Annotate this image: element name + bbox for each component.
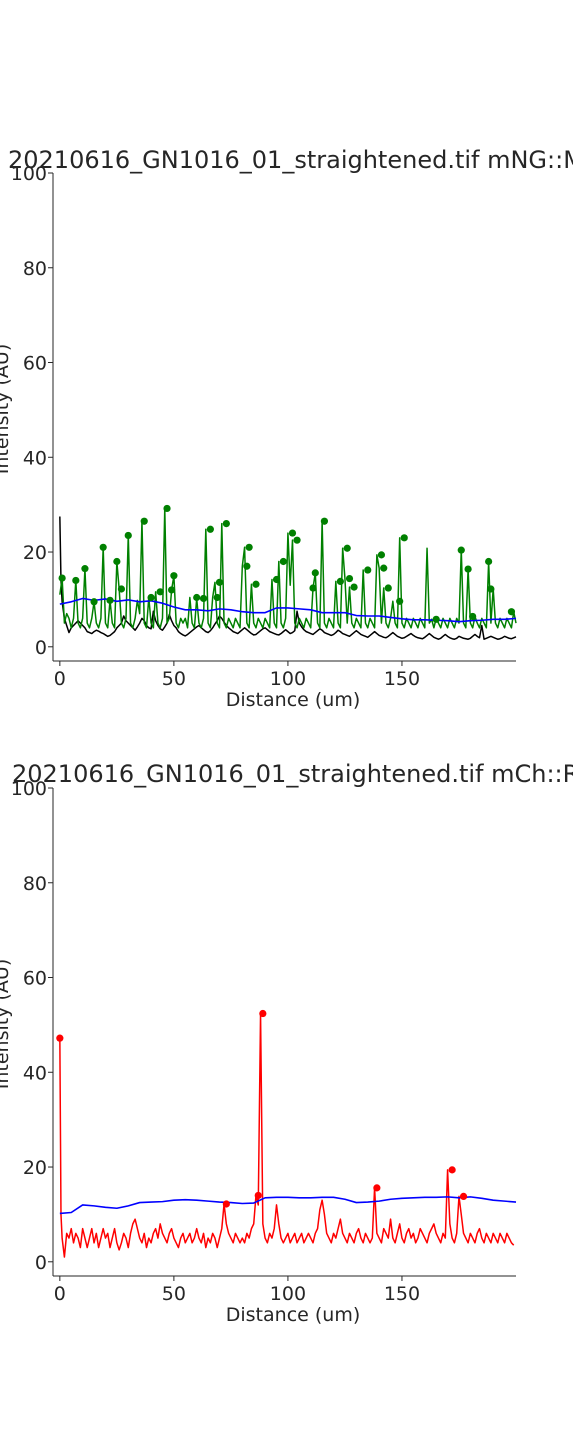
y-tick-label: 60: [23, 968, 47, 990]
peak-point: [485, 557, 493, 566]
peak-point: [199, 594, 208, 603]
peak-point: [90, 598, 98, 606]
peak-point: [396, 597, 404, 605]
y-tick-label: 20: [23, 1157, 47, 1179]
y-tick-label: 100: [11, 778, 47, 800]
peak-point: [448, 1166, 456, 1174]
y-tick-label: 100: [11, 163, 47, 185]
series-threshold-line: [59, 1196, 517, 1215]
series-signal-line: [59, 1012, 515, 1258]
y-axis-label: Intensity (AU): [0, 959, 13, 1089]
peak-point: [507, 608, 516, 616]
peak-point: [469, 612, 477, 621]
peak-point: [400, 534, 408, 542]
y-tick-label: 80: [23, 873, 47, 895]
y-tick-label: 0: [35, 1252, 47, 1274]
peak-point: [206, 525, 214, 533]
chart-panel-bottom: 20210616_GN1016_01_straightened.tif mCh:…: [0, 760, 573, 1326]
x-tick-label: 50: [162, 1283, 186, 1305]
peak-point: [222, 1200, 230, 1208]
peak-point: [168, 586, 176, 594]
peak-point: [432, 615, 440, 623]
y-tick-label: 0: [35, 637, 47, 659]
x-tick-label: 0: [54, 1283, 66, 1305]
peak-point: [156, 588, 164, 596]
peak-point: [384, 584, 392, 592]
peak-point: [345, 574, 354, 583]
peak-point: [140, 517, 148, 525]
peak-point: [311, 569, 319, 577]
series-signal-line: [59, 507, 517, 629]
peak-point: [377, 551, 386, 559]
series-peaks: [56, 1009, 468, 1208]
peak-point: [117, 585, 126, 593]
peak-point: [373, 1184, 381, 1192]
peak-point: [457, 546, 465, 554]
peak-point: [58, 574, 66, 582]
peak-point: [245, 543, 253, 551]
x-tick-label: 150: [384, 668, 420, 690]
peak-point: [56, 1034, 64, 1042]
peak-point: [279, 557, 287, 566]
peak-point: [72, 576, 80, 585]
series-background-line: [59, 516, 517, 640]
y-tick-label: 40: [23, 447, 47, 469]
peak-point: [222, 520, 230, 528]
peak-point: [163, 504, 171, 513]
x-tick-label: 100: [270, 1283, 306, 1305]
x-tick-label: 0: [54, 668, 66, 690]
peak-point: [487, 585, 495, 593]
peak-point: [193, 593, 201, 602]
peak-point: [350, 583, 358, 591]
peak-point: [252, 580, 260, 588]
peak-point: [343, 544, 351, 552]
chart-title: 20210616_GN1016_01_straightened.tif mCh:…: [12, 760, 573, 788]
peak-point: [309, 584, 317, 592]
series-threshold-line: [59, 597, 517, 623]
x-tick-label: 100: [270, 668, 306, 690]
peak-point: [459, 1192, 468, 1201]
peak-point: [380, 564, 388, 572]
peak-point: [293, 536, 301, 544]
x-axis-label: Distance (um): [226, 1304, 361, 1326]
peak-point: [81, 565, 89, 573]
peak-point: [336, 577, 344, 586]
y-axis-label: Intensity (AU): [0, 344, 13, 474]
peak-point: [124, 531, 132, 540]
peak-point: [259, 1009, 267, 1018]
peak-point: [213, 593, 221, 602]
peak-point: [254, 1191, 262, 1200]
peak-point: [99, 543, 107, 551]
chart-panel-top: 20210616_GN1016_01_straightened.tif mNG:…: [0, 146, 573, 711]
series-peaks: [58, 504, 516, 623]
peak-point: [364, 566, 372, 574]
x-tick-label: 150: [384, 1283, 420, 1305]
peak-point: [147, 593, 155, 602]
x-tick-label: 50: [162, 668, 186, 690]
y-tick-label: 40: [23, 1062, 47, 1084]
y-tick-label: 20: [23, 542, 47, 564]
peak-point: [243, 562, 251, 570]
axis-ticks: 0 20 40 60 80 100 0 50 100 150: [11, 163, 420, 690]
chart-title: 20210616_GN1016_01_straightened.tif mNG:…: [8, 146, 573, 174]
peak-point: [215, 578, 224, 586]
x-axis-label: Distance (um): [226, 689, 361, 711]
axis-ticks: 0 20 40 60 80 100 0 50 100 150: [11, 778, 420, 1305]
y-tick-label: 60: [23, 353, 47, 375]
peak-point: [272, 575, 281, 584]
peak-point: [170, 572, 178, 580]
peak-point: [320, 517, 329, 525]
peak-point: [288, 529, 297, 537]
y-tick-label: 80: [23, 258, 47, 280]
peak-point: [106, 596, 114, 604]
peak-point: [464, 565, 472, 573]
peak-point: [113, 557, 121, 566]
